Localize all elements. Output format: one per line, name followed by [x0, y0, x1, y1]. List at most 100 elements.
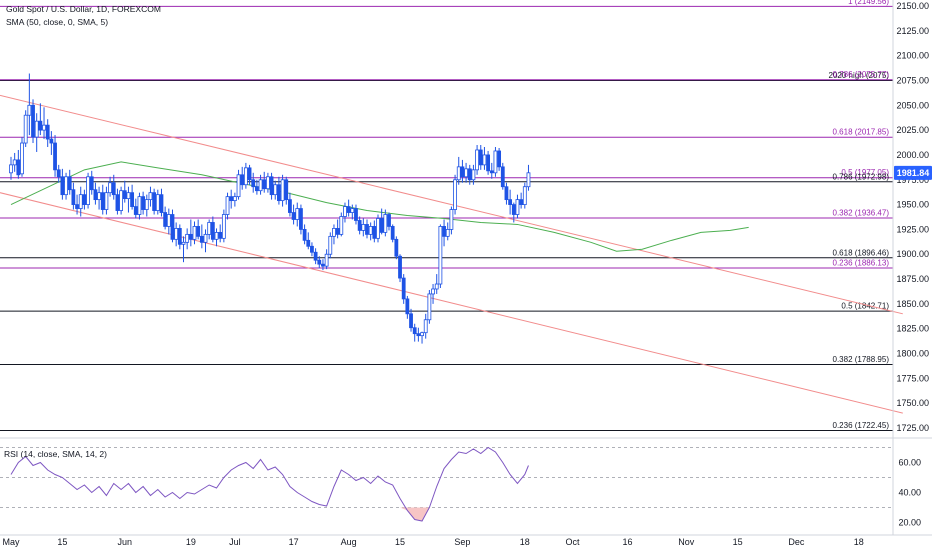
candle-body: [350, 208, 355, 213]
candle-7: [34, 113, 39, 152]
candle-56: [214, 228, 219, 247]
last-price-tag: 1981.84: [894, 165, 932, 180]
candle-87: [328, 232, 333, 259]
level-label-7: 0.618 (1896.46): [833, 248, 890, 257]
candle-body: [427, 293, 432, 321]
price-tick-label: 1925.00: [896, 224, 929, 234]
candle-body: [199, 235, 204, 243]
candle-body: [504, 186, 509, 201]
level-label-3: 0.618 (2017.85): [833, 128, 890, 137]
candle-28: [111, 174, 116, 200]
price-tick-label: 2075.00: [896, 75, 929, 85]
candle-82: [310, 242, 314, 257]
level-label-9: 0.5 (1842.71): [841, 302, 889, 311]
price-tick-label: 2050.00: [896, 100, 929, 110]
candle-body: [368, 226, 373, 235]
rsi-indicator-label[interactable]: RSI (14, close, SMA, 14, 2): [4, 449, 107, 459]
candle-body: [20, 142, 24, 175]
last-price-tag-bg: [894, 165, 932, 180]
candle-body: [313, 251, 318, 261]
last-price-value: 1981.84: [897, 168, 930, 178]
candle-body: [346, 206, 351, 213]
candle-67: [254, 179, 259, 195]
candle-31: [122, 180, 127, 203]
candle-98: [368, 222, 373, 241]
candle-3: [20, 137, 24, 177]
candle-12: [53, 135, 57, 177]
date-tick-label: May: [2, 537, 20, 547]
candle-body: [409, 313, 413, 329]
candle-35: [137, 192, 142, 220]
candle-body: [196, 226, 201, 237]
candle-68: [258, 174, 263, 195]
candle-40: [155, 189, 160, 215]
candle-49: [188, 219, 193, 247]
candle-24: [97, 186, 101, 210]
candle-52: [199, 224, 204, 249]
candle-body: [332, 228, 336, 237]
candles[interactable]: [9, 73, 531, 344]
candle-43: [166, 208, 171, 235]
candle-107: [401, 274, 406, 304]
level-label-1: 2020 high (2075): [829, 71, 890, 80]
candle-body: [86, 176, 90, 205]
candle-20: [82, 189, 87, 210]
candle-72: [273, 180, 278, 200]
candle-124: [464, 162, 468, 183]
candle-55: [210, 216, 215, 243]
sma-indicator-label[interactable]: SMA (50, close, 0, SMA, 5): [6, 17, 108, 27]
level-label-6: 0.382 (1936.47): [833, 209, 890, 218]
candle-body: [302, 229, 307, 241]
level-label-4: 0.5 (1977.05): [841, 168, 889, 177]
candle-141: [526, 164, 531, 191]
date-tick-label: 17: [289, 537, 299, 547]
candle-body: [405, 298, 410, 315]
candle-76: [288, 192, 292, 217]
candle-96: [361, 218, 366, 237]
candle-body: [152, 192, 157, 211]
price-tick-label: 1850.00: [896, 299, 929, 309]
candle-body: [111, 182, 116, 196]
candle-body: [221, 214, 226, 239]
candle-126: [471, 164, 476, 185]
candle-60: [229, 189, 234, 209]
date-tick-label: 19: [186, 537, 196, 547]
candle-body: [104, 192, 109, 210]
fibonacci-levels: 1 (2149.56) 2020 high (2075)0.786 (2075.7…: [0, 0, 893, 432]
candle-body: [467, 168, 472, 181]
candle-48: [185, 228, 190, 250]
candle-body: [269, 176, 274, 196]
candle-26: [104, 186, 109, 215]
candle-41: [159, 188, 164, 217]
candle-15: [64, 172, 68, 200]
candle-body: [188, 233, 193, 240]
candle-84: [317, 256, 322, 269]
candle-body: [78, 194, 83, 209]
candle-30: [119, 186, 123, 215]
candle-16: [67, 169, 72, 195]
candle-86: [324, 249, 329, 270]
symbol-title[interactable]: Gold Spot / U.S. Dollar, 1D, FOREXCOM: [6, 4, 161, 14]
candle-body: [207, 222, 212, 235]
candle-body: [89, 176, 94, 191]
candle-body: [155, 194, 160, 211]
level-label-0: 1 (2149.56): [848, 0, 889, 6]
candle-body: [431, 288, 435, 295]
price-tick-label: 2025.00: [896, 125, 929, 135]
price-tick-label: 1875.00: [896, 274, 929, 284]
candle-body: [390, 226, 395, 240]
level-label-5: 0.786 (1972.98): [833, 172, 890, 181]
candle-88: [332, 224, 336, 245]
candle-body: [343, 206, 347, 217]
candle-body: [49, 138, 54, 144]
candle-body: [339, 216, 344, 235]
candle-body: [93, 189, 98, 201]
candle-37: [144, 194, 149, 217]
candle-118: [442, 219, 446, 247]
date-tick-label: 16: [623, 537, 633, 547]
price-tick-label: 1900.00: [896, 249, 929, 259]
candle-body: [174, 228, 179, 240]
candle-62: [236, 169, 241, 200]
candle-5: [27, 73, 32, 136]
